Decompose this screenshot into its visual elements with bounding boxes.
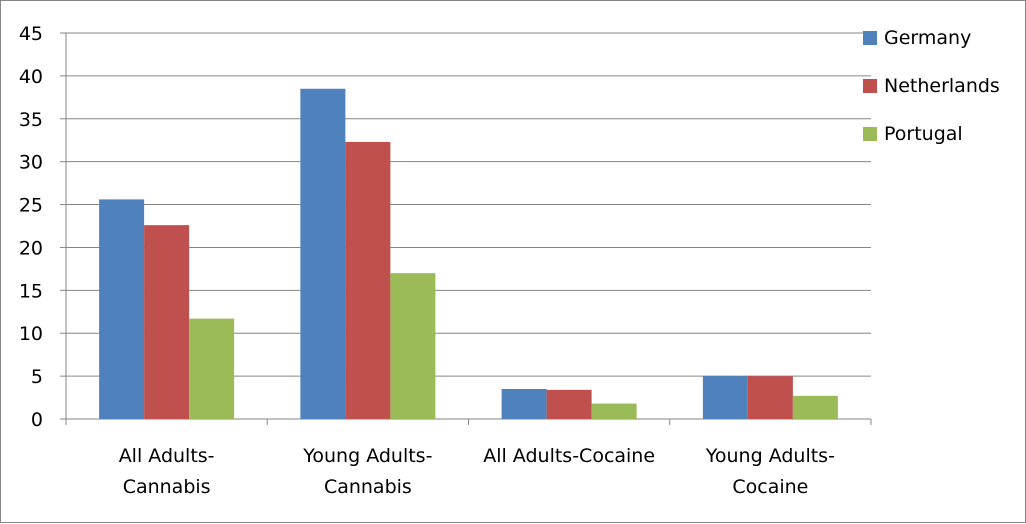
y-tick-label: 25 [19,195,43,217]
bar-portugal-0 [189,318,235,419]
bars [99,88,838,419]
y-tick-label: 5 [31,366,43,388]
y-tick-label: 45 [19,23,43,45]
bar-portugal-2 [591,403,637,419]
legend-swatch-netherlands [863,79,877,93]
legend-swatch-portugal [863,127,877,141]
bar-portugal-3 [792,395,838,419]
x-category-label: Cannabis [123,476,211,498]
y-axis-tick-labels: 0 5 10 15 20 25 30 35 40 45 [19,23,43,431]
x-category-label: Cocaine [732,476,808,498]
y-tick-label: 15 [19,280,43,302]
bar-netherlands-1 [345,141,391,419]
bar-germany-2 [501,388,547,419]
x-axis-category-labels: All Adults- Cannabis Young Adults- Cannabis… [119,445,835,498]
legend: Germany Netherlands Portugal [863,27,1000,145]
x-category-label: All Adults- [119,445,215,467]
y-tick-label: 40 [19,66,43,88]
y-tick-label: 0 [31,409,43,431]
bar-germany-1 [300,88,346,419]
x-category-label: Young Adults- [705,445,835,467]
bar-portugal-1 [390,273,436,419]
y-tick-label: 10 [19,323,43,345]
legend-label-netherlands: Netherlands [884,75,1000,97]
legend-label-germany: Germany [884,27,971,49]
y-tick-label: 35 [19,109,43,131]
x-category-label: Young Adults- [302,445,432,467]
legend-swatch-germany [863,31,877,45]
bar-germany-3 [702,376,748,419]
bar-germany-0 [99,199,145,419]
bar-netherlands-3 [747,376,793,419]
x-category-label: All Adults-Cocaine [483,445,655,467]
legend-label-portugal: Portugal [884,123,963,145]
x-category-label: Cannabis [324,476,412,498]
bar-netherlands-0 [144,225,190,419]
y-tick-label: 30 [19,152,43,174]
y-tick-label: 20 [19,237,43,259]
bar-netherlands-2 [546,389,592,419]
